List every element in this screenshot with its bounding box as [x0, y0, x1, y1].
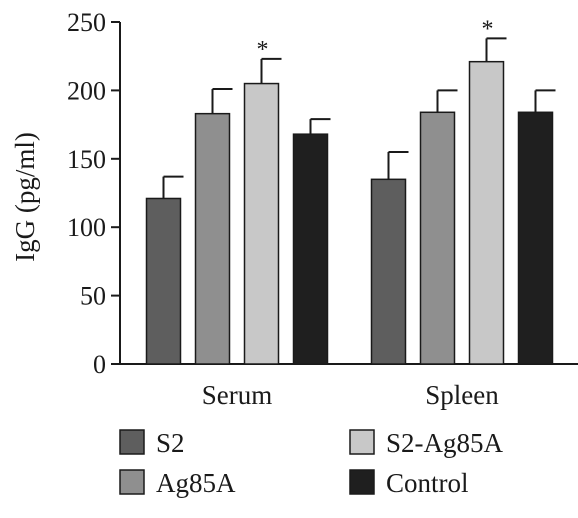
bar-ag85a-serum: [194, 112, 231, 365]
significance-marker: *: [257, 37, 269, 63]
y-tick-label: 150: [67, 145, 106, 174]
legend-label-ag85a: Ag85A: [156, 468, 236, 498]
bar-s2-ag85a-spleen: [468, 60, 505, 365]
y-tick-label: 250: [67, 8, 106, 37]
legend-label-s2-ag85a: S2-Ag85A: [386, 428, 504, 458]
bar-s2-spleen: [370, 178, 407, 365]
y-axis-label: IgG (pg/ml): [10, 132, 40, 262]
legend-swatch-ag85a: [119, 469, 145, 495]
legend-swatch-s2: [119, 429, 145, 455]
bar-control-serum: [292, 133, 329, 365]
y-tick-label: 200: [67, 76, 106, 105]
bar-s2-ag85a-serum: [243, 82, 280, 365]
y-tick-label: 50: [80, 282, 106, 311]
bar-control-spleen: [517, 111, 554, 365]
legend: S2 S2-Ag85A Ag85A Control: [119, 428, 504, 498]
axes: 0 50 100 150 200 250 Serum Spleen: [67, 8, 578, 410]
legend-swatch-s2-ag85a: [349, 429, 375, 455]
bars: **: [145, 16, 556, 365]
bar-s2-serum: [145, 197, 182, 365]
legend-label-control: Control: [386, 468, 469, 498]
y-tick-label: 100: [67, 213, 106, 242]
y-tick-label: 0: [93, 350, 106, 379]
x-tick-label-serum: Serum: [202, 380, 273, 410]
legend-label-s2: S2: [156, 428, 185, 458]
bar-ag85a-spleen: [419, 111, 456, 365]
significance-marker: *: [482, 16, 494, 42]
x-tick-label-spleen: Spleen: [425, 380, 499, 410]
legend-swatch-control: [349, 469, 375, 495]
